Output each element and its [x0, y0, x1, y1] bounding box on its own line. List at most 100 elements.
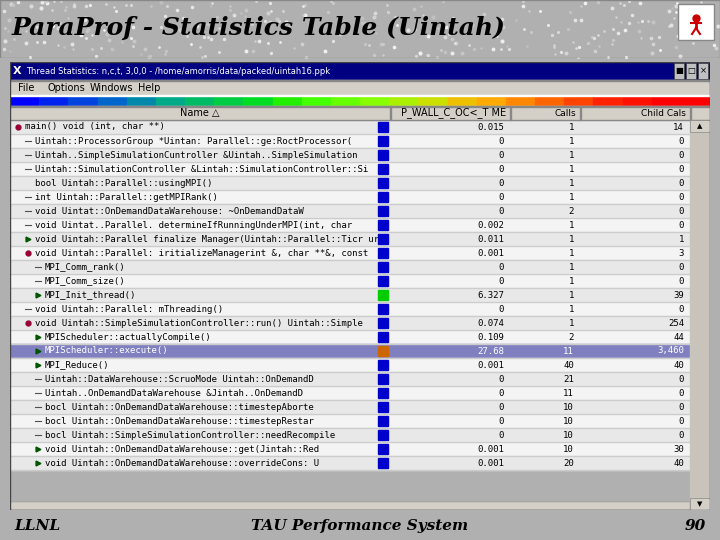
Text: 6.327: 6.327 [477, 291, 504, 300]
Text: 0: 0 [499, 206, 504, 215]
Bar [10, 95, 710, 96]
Bar [10, 386, 690, 400]
Text: MPI_Init_thread(): MPI_Init_thread() [45, 291, 136, 300]
Bar [10, 80, 710, 81]
Bar [10, 372, 690, 386]
Text: Child Cals: Child Cals [641, 109, 686, 118]
Text: Uintah..SimpleSimulationCuntroller &Uintah..SimpleSimulation: Uintah..SimpleSimulationCuntroller &Uint… [35, 151, 358, 159]
Bar [378, 136, 388, 146]
Bar [690, 120, 710, 132]
Text: int Uintah::Parallel::getMPIRank(): int Uintah::Parallel::getMPIRank() [35, 192, 217, 201]
Bar [10, 190, 690, 204]
Bar [330, 96, 361, 106]
Bar [10, 288, 690, 302]
Bar [10, 96, 40, 106]
Bar [10, 414, 690, 428]
Text: ×: × [700, 66, 706, 76]
Text: 40: 40 [673, 458, 684, 468]
Text: void Uintah::OnDemandDataWarehouse::get(Jintah::Red: void Uintah::OnDemandDataWarehouse::get(… [45, 444, 319, 454]
Text: 30: 30 [673, 444, 684, 454]
Bar [10, 148, 690, 162]
Bar [10, 316, 690, 330]
Bar [378, 164, 388, 174]
Text: MPI_Comm_rank(): MPI_Comm_rank() [45, 262, 125, 272]
Text: 1: 1 [569, 151, 574, 159]
Bar [378, 276, 388, 286]
Text: 0: 0 [499, 276, 504, 286]
Bar [272, 96, 302, 106]
Text: 3,460: 3,460 [657, 347, 684, 355]
Text: 0: 0 [499, 179, 504, 187]
Bar [10, 106, 710, 120]
Bar [378, 206, 388, 216]
Text: MPIScheduler::actuallyCompile(): MPIScheduler::actuallyCompile() [45, 333, 212, 341]
Bar [378, 262, 388, 272]
Bar [243, 96, 273, 106]
Bar [10, 400, 690, 414]
Bar [68, 96, 98, 106]
Bar [448, 96, 477, 106]
Text: MPI_Comm_size(): MPI_Comm_size() [45, 276, 125, 286]
Text: P_WALL_C_OC<_T ME: P_WALL_C_OC<_T ME [401, 107, 506, 118]
Text: Options: Options [48, 83, 86, 93]
Bar [10, 204, 690, 218]
Bar [378, 402, 388, 412]
Text: ▼: ▼ [697, 501, 703, 507]
Bar [378, 458, 388, 468]
Bar [378, 318, 388, 328]
Bar [10, 120, 690, 134]
Text: 21: 21 [563, 375, 574, 383]
Bar [535, 96, 564, 106]
Bar [302, 96, 331, 106]
Text: 1: 1 [569, 165, 574, 173]
Text: 0.015: 0.015 [477, 123, 504, 132]
Bar [10, 162, 690, 176]
Text: MPI_Reduce(): MPI_Reduce() [45, 361, 109, 369]
Bar [686, 63, 696, 79]
Text: 1: 1 [679, 234, 684, 244]
Text: 40: 40 [563, 361, 574, 369]
Text: ■: ■ [675, 66, 683, 76]
Text: Help: Help [138, 83, 161, 93]
Bar [156, 96, 186, 106]
Bar [580, 106, 581, 120]
Text: 11: 11 [563, 347, 574, 355]
Text: 0: 0 [499, 165, 504, 173]
Text: ParaProf - Statistics Table (Uintah): ParaProf - Statistics Table (Uintah) [12, 16, 506, 40]
Text: 0: 0 [679, 179, 684, 187]
Bar [378, 332, 388, 342]
Text: 0: 0 [679, 305, 684, 314]
Bar [690, 498, 710, 510]
Text: 0.074: 0.074 [477, 319, 504, 327]
Text: void Uintah::Parallel: iritializeManagerint &, char **&, const: void Uintah::Parallel: iritializeManager… [35, 248, 368, 258]
Bar [378, 416, 388, 426]
Bar [652, 96, 681, 106]
Bar [10, 62, 710, 80]
Text: Windows: Windows [90, 83, 133, 93]
Text: 0.109: 0.109 [477, 333, 504, 341]
Text: 11: 11 [563, 388, 574, 397]
Text: 1: 1 [569, 179, 574, 187]
Text: 10: 10 [563, 416, 574, 426]
Text: 0: 0 [679, 151, 684, 159]
Bar [185, 96, 215, 106]
Bar [390, 96, 419, 106]
Text: 1: 1 [569, 305, 574, 314]
Bar [477, 96, 506, 106]
Text: TAU Performance System: TAU Performance System [251, 519, 469, 533]
Text: 0.001: 0.001 [477, 458, 504, 468]
Bar [390, 106, 391, 120]
Bar [564, 96, 594, 106]
Bar [10, 502, 690, 510]
Bar [378, 290, 388, 300]
Text: 0: 0 [679, 375, 684, 383]
Text: Thread Statistics: n,c,t, 3,0,0 - /home/amorris/data/packed/uintah16.ppk: Thread Statistics: n,c,t, 3,0,0 - /home/… [26, 66, 330, 76]
Text: 1: 1 [569, 262, 574, 272]
Bar [10, 218, 690, 232]
Text: Uintah::DataWarehouse::ScruoMode Uintah::OnDemandD: Uintah::DataWarehouse::ScruoMode Uintah:… [45, 375, 314, 383]
Text: 1: 1 [569, 291, 574, 300]
Text: Calls: Calls [554, 109, 576, 118]
Bar [690, 106, 691, 120]
Text: 1: 1 [569, 220, 574, 230]
Bar [10, 330, 690, 344]
